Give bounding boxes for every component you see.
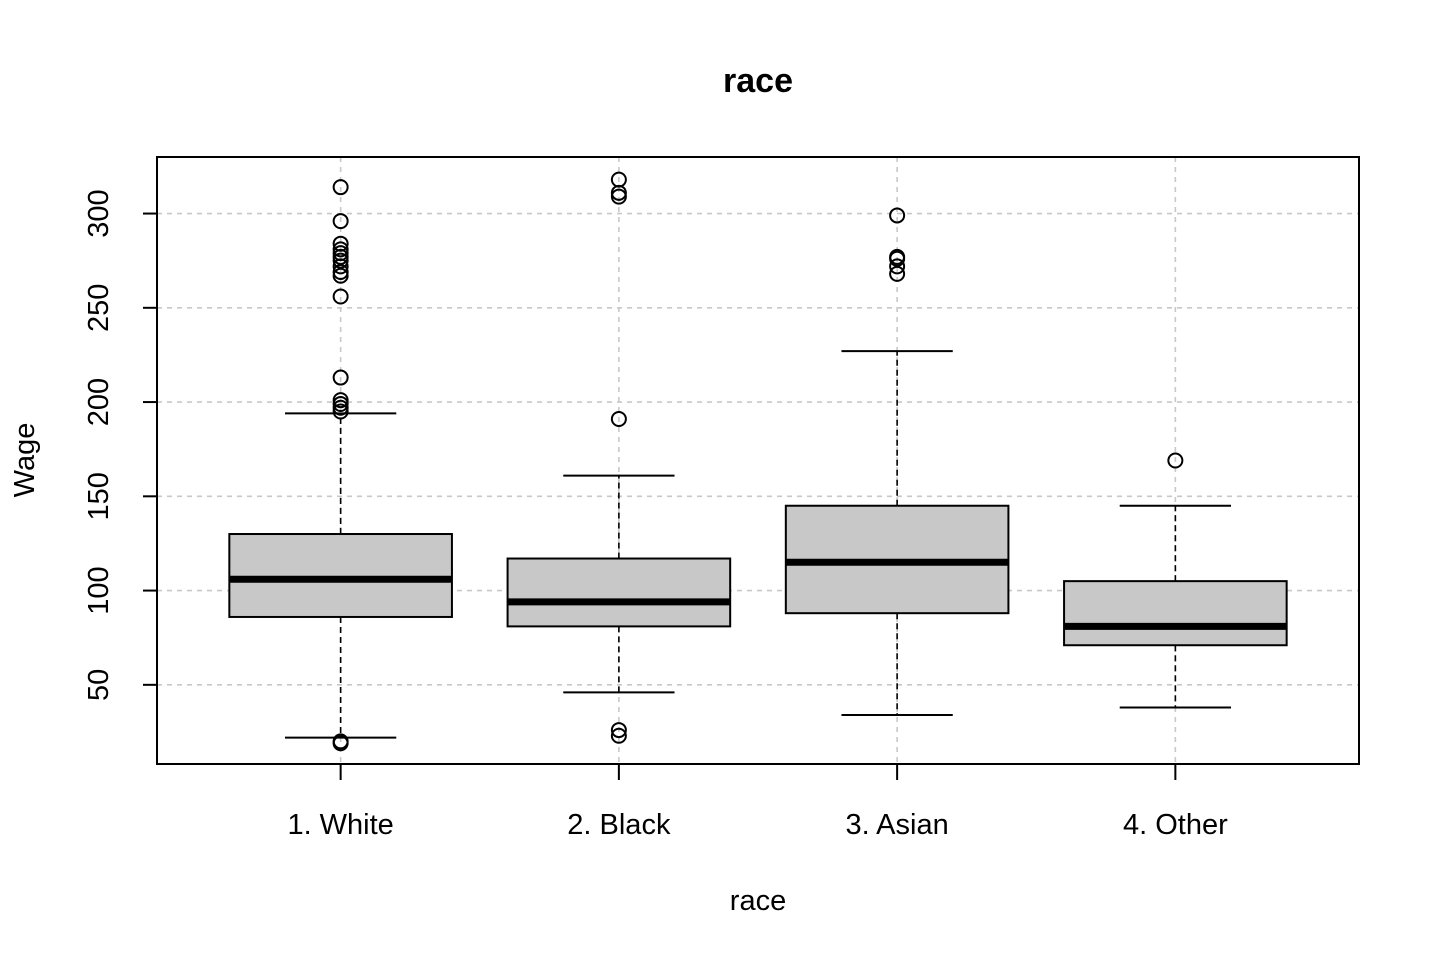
box-group-1 [228, 179, 453, 752]
outlier-point [610, 188, 627, 205]
box-group-4 [1063, 452, 1288, 709]
plot-frame [156, 156, 1360, 765]
outlier-point [889, 250, 906, 267]
x-tick-label: 2. Black [567, 809, 671, 841]
outlier-point [610, 727, 627, 744]
x-axis: 1. White 2. Black 3. Asian 4. Other [287, 764, 1228, 841]
outlier-point [332, 252, 349, 269]
y-tick-label: 200 [83, 378, 115, 426]
outlier-point [889, 258, 906, 275]
outlier-point [889, 265, 906, 282]
outlier-point [332, 213, 349, 230]
outlier-point [1167, 452, 1184, 469]
x-axis-label: race [730, 885, 786, 917]
y-axis: 50 100 150 200 250 300 [83, 189, 157, 701]
outlier-point [332, 369, 349, 386]
outlier-point [332, 403, 349, 420]
x-tick-label: 4. Other [1123, 809, 1228, 841]
outlier-point [332, 179, 349, 196]
iqr-box [228, 533, 453, 618]
y-tick-label: 150 [83, 472, 115, 520]
outlier-point [332, 258, 349, 275]
boxes [228, 171, 1288, 752]
outlier-point [332, 735, 349, 752]
y-tick-label: 100 [83, 566, 115, 614]
box-group-3 [784, 207, 1010, 716]
y-axis-label: Wage [9, 423, 41, 498]
y-tick-label: 250 [83, 284, 115, 332]
outlier-point [610, 411, 627, 428]
box-group-2 [506, 171, 732, 744]
iqr-box [1063, 580, 1288, 647]
outlier-point [889, 207, 906, 224]
outlier-point [332, 267, 349, 284]
chart-title: race [723, 62, 793, 100]
outlier-point [332, 288, 349, 305]
iqr-box [506, 557, 732, 628]
y-tick-label: 300 [83, 189, 115, 237]
y-tick-label: 50 [83, 669, 115, 701]
outlier-point [610, 722, 627, 739]
x-tick-label: 3. Asian [846, 809, 949, 841]
x-tick-label: 1. White [287, 809, 393, 841]
